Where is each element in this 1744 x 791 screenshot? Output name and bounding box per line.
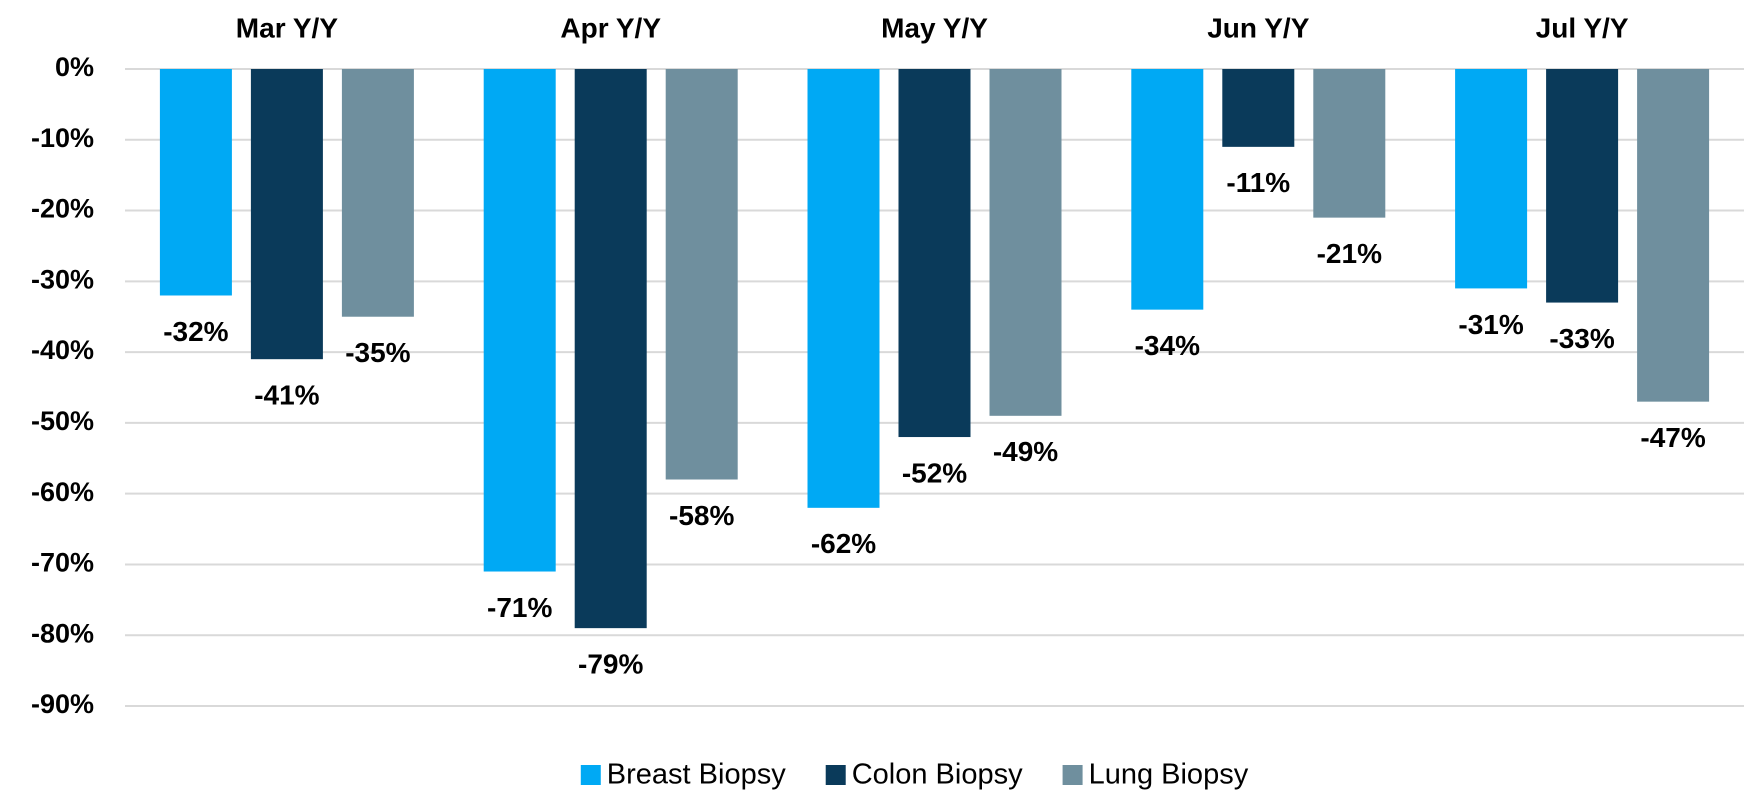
value-label: -49%	[993, 436, 1058, 467]
y-tick-label: -40%	[31, 335, 94, 365]
value-label: -41%	[254, 380, 319, 411]
category-label: Apr Y/Y	[560, 12, 661, 43]
bar	[807, 69, 880, 508]
bar	[574, 69, 647, 629]
y-tick-label: 0%	[55, 52, 94, 82]
category-label: May Y/Y	[881, 12, 988, 43]
value-label: -79%	[578, 649, 643, 680]
y-tick-label: -90%	[31, 689, 94, 719]
value-label: -31%	[1458, 309, 1523, 340]
bar	[1222, 69, 1295, 147]
y-tick-label: -70%	[31, 548, 94, 578]
legend-swatch	[1062, 765, 1083, 785]
legend-swatch	[825, 765, 846, 785]
y-tick-label: -30%	[31, 264, 94, 294]
value-label: -32%	[163, 316, 228, 347]
legend-swatch	[580, 765, 601, 785]
value-label: -35%	[345, 337, 410, 368]
bar	[898, 69, 971, 438]
bar	[665, 69, 738, 480]
bar	[250, 69, 323, 360]
bar	[1546, 69, 1619, 303]
y-tick-label: -50%	[31, 406, 94, 436]
bar	[159, 69, 232, 296]
bar	[341, 69, 414, 317]
category-label: Jul Y/Y	[1536, 12, 1629, 43]
legend-label: Lung Biopsy	[1089, 759, 1249, 791]
value-label: -11%	[1226, 167, 1290, 198]
y-tick-label: -20%	[31, 194, 94, 224]
value-label: -21%	[1317, 238, 1382, 269]
bar	[1637, 69, 1710, 402]
value-label: -33%	[1549, 323, 1614, 354]
value-label: -62%	[811, 528, 876, 559]
value-label: -71%	[487, 592, 552, 623]
category-label: Jun Y/Y	[1207, 12, 1310, 43]
bar	[1313, 69, 1386, 218]
value-label: -47%	[1640, 422, 1705, 453]
value-label: -58%	[669, 500, 734, 531]
value-label: -52%	[902, 457, 967, 488]
bar	[483, 69, 556, 572]
bar	[1455, 69, 1528, 289]
legend-label: Breast Biopsy	[607, 759, 786, 791]
value-label: -34%	[1135, 330, 1200, 361]
bar	[989, 69, 1062, 416]
category-label: Mar Y/Y	[236, 12, 339, 43]
y-tick-label: -60%	[31, 477, 94, 507]
y-tick-label: -80%	[31, 618, 94, 648]
bar	[1131, 69, 1204, 310]
legend-label: Colon Biopsy	[852, 759, 1023, 791]
y-tick-label: -10%	[31, 123, 94, 153]
